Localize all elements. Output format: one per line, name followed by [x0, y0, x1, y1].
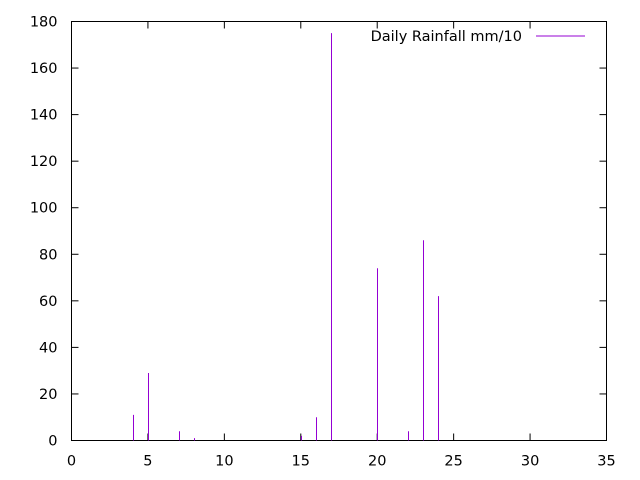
axis-tick-labels: 0 5 10 15 20 25 30 35 0 20 40 60 80 100 120 140 160 180	[30, 15, 616, 470]
y-tick-label: 60	[39, 294, 57, 310]
legend-label: Daily Rainfall mm/10	[371, 29, 522, 45]
x-tick-label: 15	[292, 454, 310, 470]
data-marks	[133, 33, 439, 441]
y-tick-label: 160	[30, 61, 58, 77]
axis-ticks	[71, 21, 607, 441]
y-tick-label: 140	[30, 108, 58, 124]
y-tick-label: 100	[30, 201, 58, 217]
x-tick-label: 30	[521, 454, 539, 470]
x-tick-label: 20	[368, 454, 386, 470]
x-tick-label: 25	[444, 454, 462, 470]
legend: Daily Rainfall mm/10	[371, 29, 585, 45]
plot-frame	[71, 21, 607, 441]
y-tick-label: 80	[39, 247, 57, 263]
x-tick-label: 35	[597, 454, 615, 470]
x-tick-label: 0	[67, 454, 76, 470]
y-tick-label: 180	[30, 15, 58, 31]
y-tick-label: 0	[48, 434, 57, 450]
y-tick-label: 20	[39, 387, 57, 403]
x-tick-label: 10	[215, 454, 233, 470]
y-tick-label: 120	[30, 154, 58, 170]
x-tick-label: 5	[143, 454, 152, 470]
y-tick-label: 40	[39, 340, 57, 356]
